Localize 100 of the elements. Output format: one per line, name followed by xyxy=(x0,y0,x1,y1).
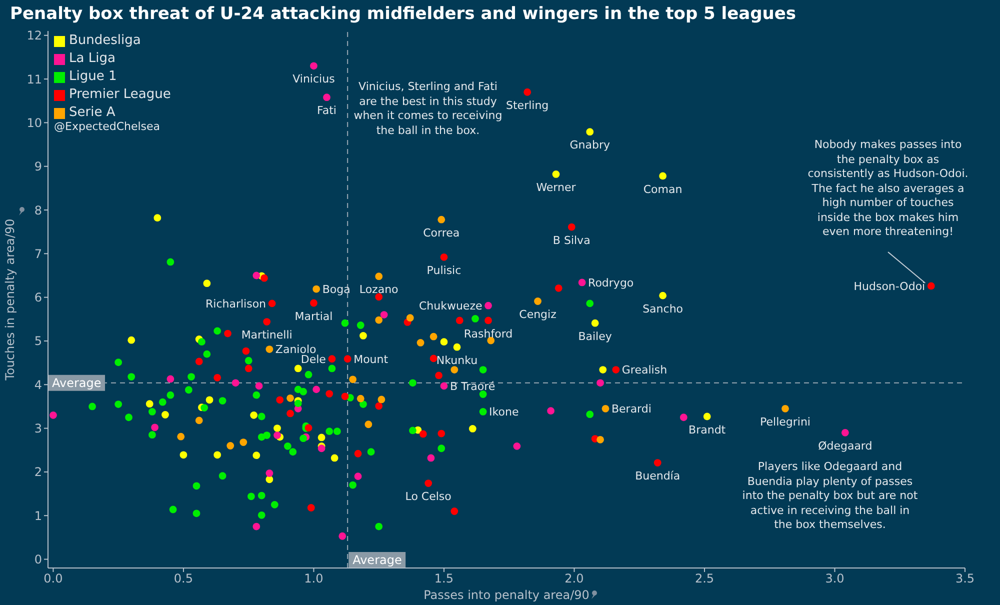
point xyxy=(286,410,294,418)
y-tick-label: 12 xyxy=(26,28,42,43)
point xyxy=(440,382,448,390)
point xyxy=(552,170,560,178)
point xyxy=(349,376,356,384)
annotation: Pellegrini xyxy=(760,415,810,428)
point xyxy=(782,404,789,412)
x-tick-label: 0.5 xyxy=(174,572,194,586)
y-tick-label: 5 xyxy=(34,334,42,348)
point xyxy=(203,280,211,288)
point xyxy=(375,316,383,324)
point xyxy=(479,390,487,398)
annotation: Rashford xyxy=(464,327,513,340)
point xyxy=(326,428,334,436)
point xyxy=(263,318,271,326)
point xyxy=(154,214,162,222)
point xyxy=(195,416,203,424)
point xyxy=(586,300,594,308)
point xyxy=(484,316,492,324)
point xyxy=(375,522,383,530)
point xyxy=(114,400,122,408)
point xyxy=(258,492,266,500)
point xyxy=(232,379,240,387)
point xyxy=(284,442,292,450)
point xyxy=(354,472,362,480)
x-tick-label: 2.0 xyxy=(564,572,584,586)
x-tick-label: 1.5 xyxy=(434,572,454,586)
annotation: Rodrygo xyxy=(588,276,634,290)
point xyxy=(195,358,203,366)
point xyxy=(166,375,174,383)
legend-label: Premier League xyxy=(69,86,171,104)
point xyxy=(375,402,383,410)
point xyxy=(654,459,662,466)
point xyxy=(240,438,248,446)
chart-title: Penalty box threat of U-24 attacking midfielders and wingers in the top 5 leagues xyxy=(10,4,796,24)
point xyxy=(88,402,96,410)
annotation: Fati xyxy=(317,104,336,118)
point xyxy=(349,481,356,489)
point xyxy=(266,470,274,477)
point xyxy=(294,364,302,372)
point xyxy=(554,284,562,292)
point xyxy=(360,332,367,340)
annotation: Chukwueze xyxy=(418,300,482,313)
y-tick-label: 10 xyxy=(26,116,42,130)
point xyxy=(250,411,258,419)
annotation: Martial xyxy=(294,310,333,323)
point xyxy=(524,88,532,96)
point xyxy=(248,492,255,500)
ref-line-label: Average xyxy=(352,553,402,567)
point xyxy=(218,472,226,480)
point xyxy=(416,339,424,346)
point xyxy=(114,358,122,366)
point xyxy=(547,407,554,415)
point xyxy=(270,500,278,508)
point xyxy=(192,482,200,490)
point xyxy=(258,412,266,420)
point xyxy=(260,274,268,282)
annotation: Players like Odegaard and Buendia play plenty of passes into the penalty box but are not active in receiving the ball in the box themselves. xyxy=(742,460,918,532)
point xyxy=(440,338,448,346)
point xyxy=(356,322,364,329)
point xyxy=(151,424,159,432)
annotation: Werner xyxy=(536,181,576,194)
x-tick-label: 3.5 xyxy=(955,572,975,586)
point xyxy=(406,314,414,322)
annotation: Nkunku xyxy=(436,354,478,367)
y-tick-label: 0 xyxy=(34,552,42,567)
annotation: B Silva xyxy=(552,234,590,247)
y-tick-label: 3 xyxy=(34,422,42,436)
point xyxy=(380,311,388,318)
point xyxy=(307,504,315,512)
point xyxy=(333,428,341,436)
point xyxy=(255,382,263,390)
legend-label: Serie A xyxy=(69,104,116,122)
annotation: Sancho xyxy=(642,302,684,316)
y-axis-title: Touches in penalty area/90 xyxy=(3,218,17,382)
point xyxy=(568,223,576,231)
point xyxy=(300,388,307,396)
point xyxy=(479,408,487,416)
point xyxy=(125,414,132,422)
x-axis-title: Passes into penalty area/90 xyxy=(424,588,590,602)
point xyxy=(596,379,604,387)
point xyxy=(440,253,448,261)
annotation: Lo Celso xyxy=(405,490,452,504)
point xyxy=(166,258,174,266)
annotation: Richarlison xyxy=(206,297,266,310)
annotation: Martinelli xyxy=(241,328,292,342)
point xyxy=(409,379,416,387)
point xyxy=(242,347,250,355)
point xyxy=(534,298,542,305)
point xyxy=(310,299,318,307)
point xyxy=(659,172,667,180)
point xyxy=(344,355,352,363)
point xyxy=(258,511,266,519)
annotation: Vinicius xyxy=(292,72,336,86)
x-tick-label: 0.0 xyxy=(44,572,63,586)
annotation: Sterling xyxy=(506,98,549,112)
point xyxy=(184,386,192,394)
point xyxy=(468,425,476,432)
annotation: Coman xyxy=(643,182,682,196)
point xyxy=(599,366,607,374)
